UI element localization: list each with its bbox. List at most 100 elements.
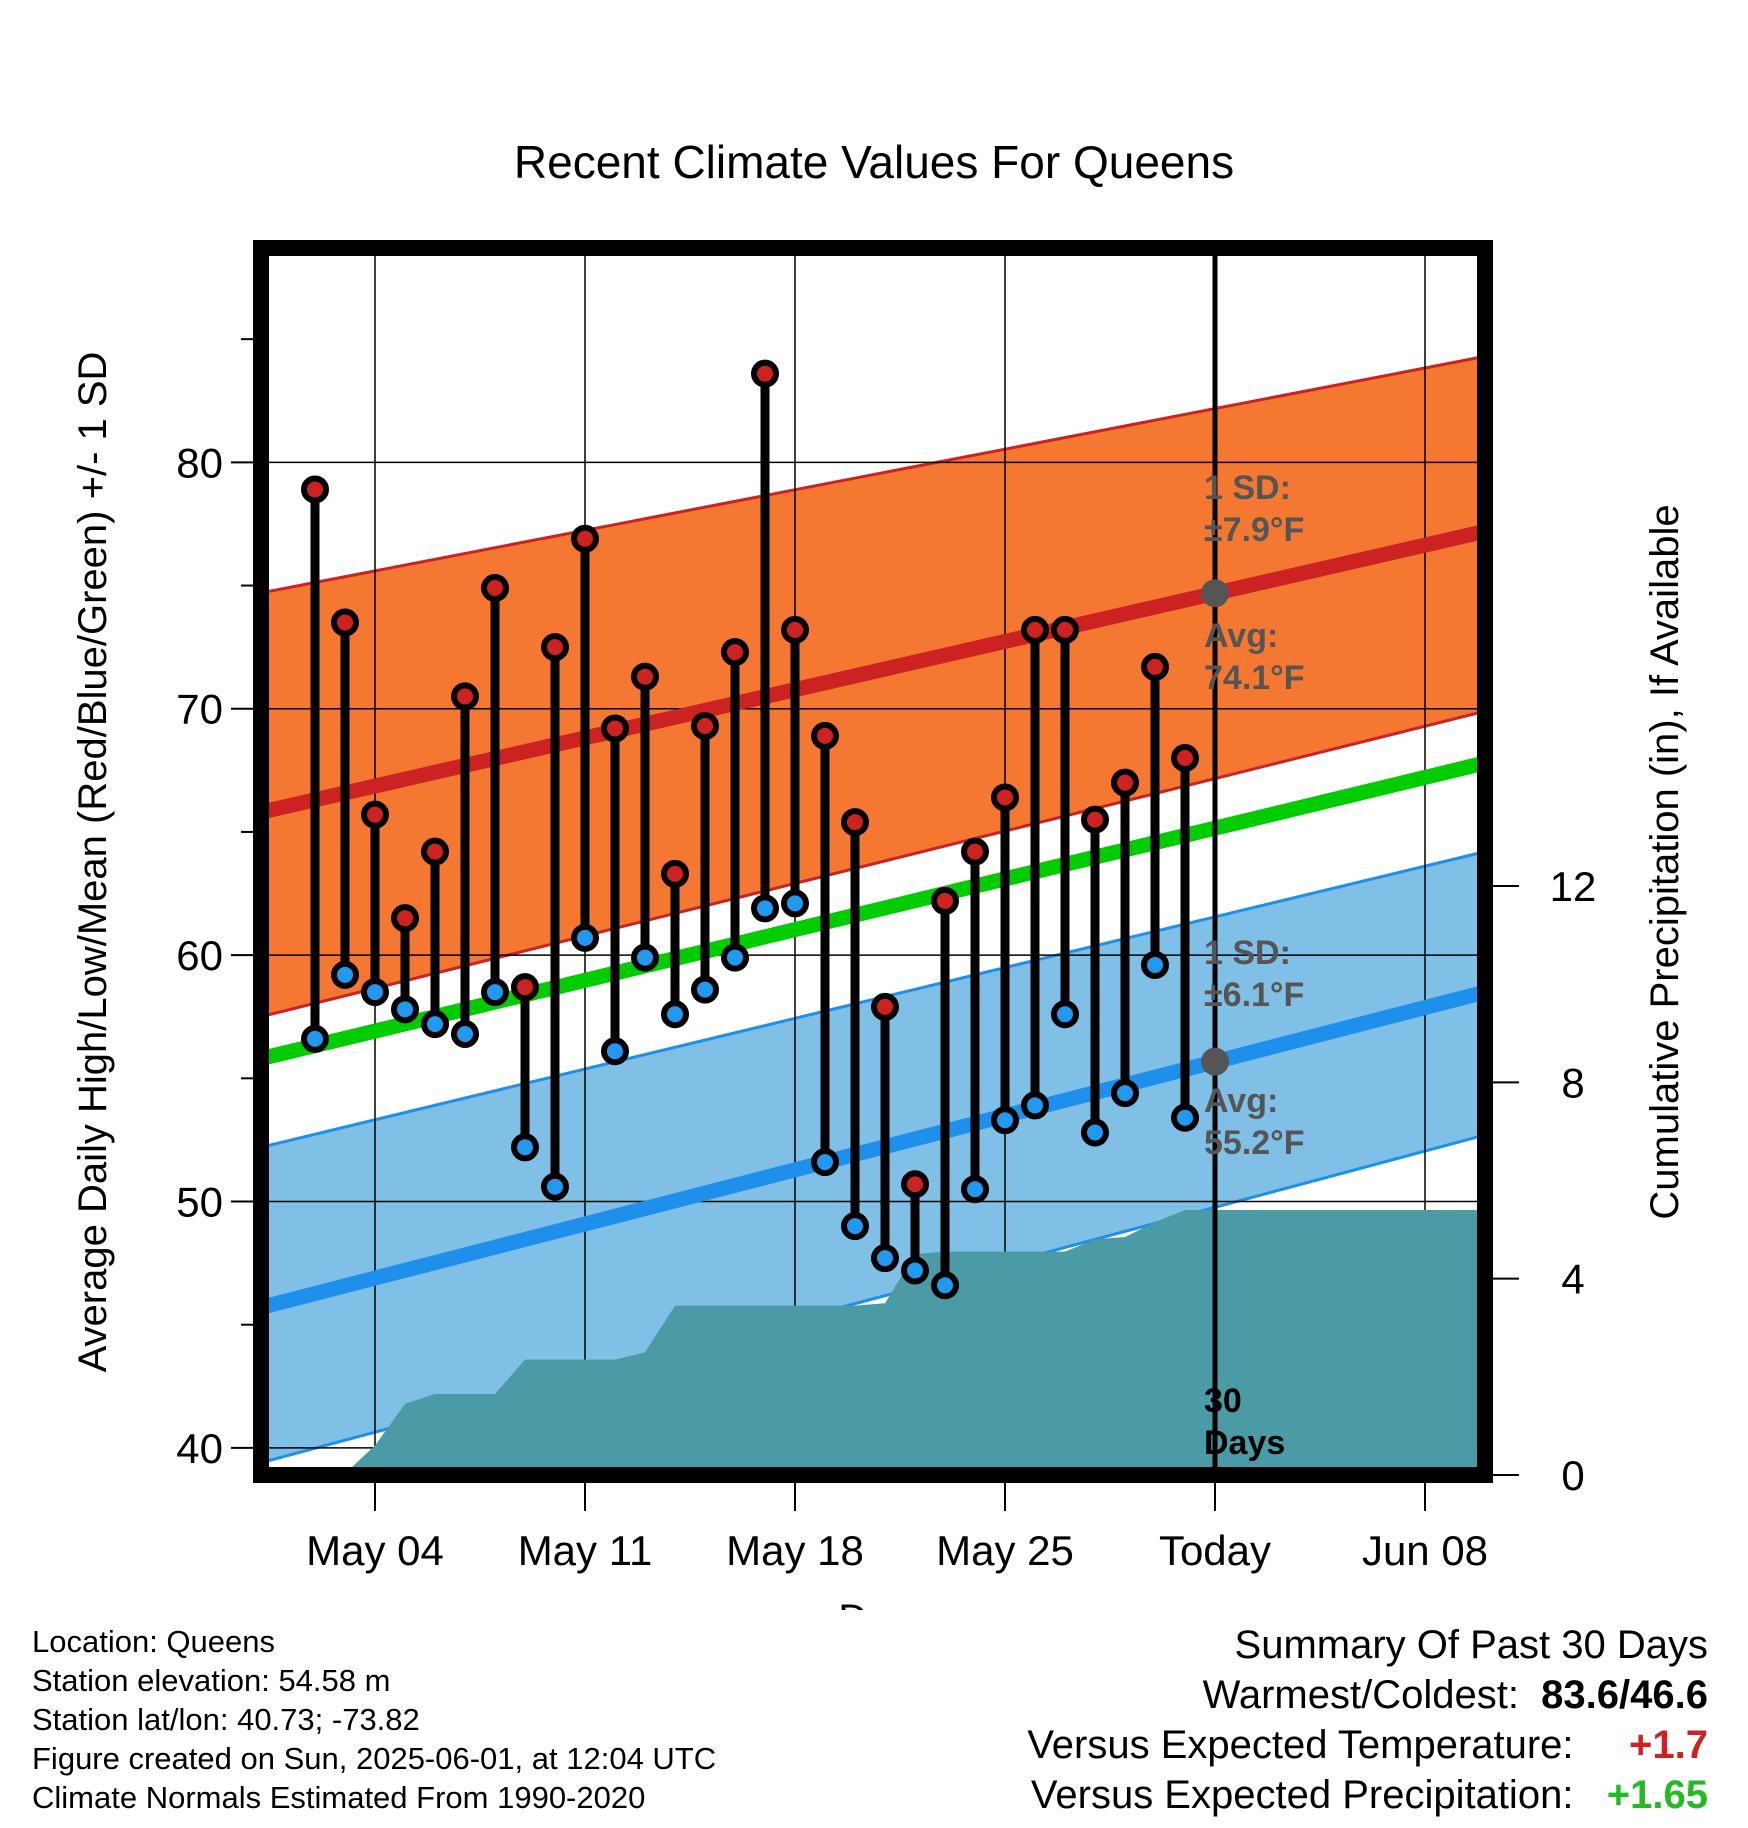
daily-high-point: [601, 714, 629, 743]
warmest-label: Warmest/Coldest:: [1202, 1673, 1519, 1717]
daily-low-point: [721, 943, 749, 972]
daily-high-point: [841, 808, 869, 837]
daily-low-point: [511, 1133, 539, 1162]
precipitation-area: [345, 1209, 1485, 1475]
daily-low-point: [301, 1024, 329, 1053]
summary-warmest-row: Warmest/Coldest: 83.6/46.6: [1027, 1670, 1708, 1720]
summary-panel: Summary Of Past 30 Days Warmest/Coldest:…: [1027, 1620, 1708, 1820]
normal-low-line: [261, 984, 1485, 1315]
x-tick-label: Jun 08: [1362, 1527, 1488, 1574]
daily-high-point: [1081, 805, 1109, 834]
x-tick-label: Today: [1159, 1527, 1271, 1574]
days-word: Days: [1204, 1424, 1285, 1462]
daily-high-point: [961, 837, 989, 866]
daily-low-point: [1171, 1103, 1199, 1132]
latlon-text: Station lat/lon: 40.73; -73.82: [32, 1702, 420, 1737]
annotations: 1 SD: ±7.9°F Avg: 74.1°F 1 SD: ±6.1°F Av…: [1204, 469, 1305, 1462]
x-tick-label: May 11: [518, 1527, 653, 1574]
daily-high-point: [541, 633, 569, 662]
daily-low-point: [421, 1010, 449, 1039]
daily-high-point: [361, 800, 389, 829]
chart-title: Recent Climate Values For Queens: [514, 136, 1234, 188]
low-sd-label: 1 SD:: [1204, 934, 1291, 972]
today-high-average-dot: [1201, 579, 1229, 608]
daily-dots: [301, 359, 1199, 1300]
daily-low-point: [1111, 1079, 1139, 1108]
daily-low-point: [481, 978, 509, 1007]
y-left-tick-label: 60: [176, 932, 223, 979]
daily-high-point: [1021, 615, 1049, 644]
daily-low-point: [601, 1037, 629, 1066]
daily-low-point: [361, 978, 389, 1007]
daily-low-point: [631, 943, 659, 972]
climate-chart: Recent Climate Values For Queens 1 SD: ±…: [71, 136, 1687, 1610]
location-text: Location: Queens: [32, 1624, 276, 1659]
plot-frame: [253, 240, 1493, 1483]
daily-low-point: [451, 1019, 479, 1048]
precip-label: Versus Expected Precipitation:: [1030, 1773, 1574, 1817]
daily-high-point: [481, 574, 509, 603]
high-sd-value: ±7.9°F: [1204, 511, 1304, 549]
temp-label: Versus Expected Temperature:: [1027, 1723, 1574, 1767]
daily-range-bars: [310, 373, 1190, 1286]
precip-area: [345, 1209, 1485, 1475]
y-right-tick-label: 12: [1550, 863, 1597, 910]
daily-low-point: [841, 1212, 869, 1241]
low-sd-value: ±6.1°F: [1204, 976, 1304, 1014]
daily-low-point: [571, 923, 599, 952]
daily-high-point: [331, 608, 359, 637]
daily-low-point: [1081, 1118, 1109, 1147]
y-axis-left: 40 50 60 70 80: [176, 338, 253, 1472]
daily-high-point: [661, 859, 689, 888]
daily-high-point: [1141, 652, 1169, 681]
y-left-tick-label: 70: [176, 686, 223, 733]
x-tick-label: May 25: [936, 1527, 1074, 1574]
y-left-tick-label: 80: [176, 439, 223, 486]
y-right-tick-label: 4: [1561, 1256, 1584, 1303]
elevation-text: Station elevation: 54.58 m: [32, 1663, 391, 1698]
high-avg-label: Avg:: [1204, 617, 1278, 655]
daily-high-point: [931, 886, 959, 915]
normal-high-band-upper-edge: [261, 354, 1485, 595]
y-axis-right: 0 4 8 12: [1493, 863, 1596, 1499]
daily-high-point: [451, 682, 479, 711]
daily-low-point: [961, 1175, 989, 1204]
daily-low-point: [901, 1256, 929, 1285]
y-left-tick-label: 40: [176, 1425, 223, 1472]
daily-high-point: [721, 638, 749, 667]
daily-low-point: [781, 889, 809, 918]
normal-high-band: [261, 356, 1485, 1017]
summary-temp-row: Versus Expected Temperature: +1.7: [1027, 1720, 1708, 1770]
daily-high-point: [511, 973, 539, 1002]
high-sd-label: 1 SD:: [1204, 469, 1291, 507]
daily-high-point: [1111, 768, 1139, 797]
x-tick-label: May 04: [306, 1527, 444, 1574]
daily-high-point: [691, 711, 719, 740]
high-avg-value: 74.1°F: [1204, 659, 1305, 697]
x-tick-label: May 18: [726, 1527, 864, 1574]
daily-low-point: [691, 975, 719, 1004]
daily-low-point: [391, 995, 419, 1024]
daily-low-point: [811, 1148, 839, 1177]
summary-precip-row: Versus Expected Precipitation: +1.65: [1027, 1770, 1708, 1820]
low-avg-value: 55.2°F: [1204, 1124, 1305, 1162]
station-info: Location: Queens Station elevation: 54.5…: [32, 1622, 716, 1817]
daily-high-point: [631, 662, 659, 691]
temp-value: +1.7: [1629, 1723, 1708, 1767]
daily-high-point: [1051, 615, 1079, 644]
daily-low-point: [661, 1000, 689, 1029]
daily-low-point: [1141, 950, 1169, 979]
low-avg-label: Avg:: [1204, 1082, 1278, 1120]
normal-low-band-upper-edge: [261, 850, 1485, 1149]
daily-high-point: [811, 721, 839, 750]
daily-high-point: [901, 1170, 929, 1199]
normals-text: Climate Normals Estimated From 1990-2020: [32, 1780, 646, 1815]
daily-low-point: [1021, 1091, 1049, 1120]
daily-high-point: [421, 837, 449, 866]
precip-value: +1.65: [1606, 1773, 1708, 1817]
daily-low-point: [931, 1271, 959, 1300]
y-axis-right-label: Cumulative Precipitation (in), If Availa…: [1643, 504, 1687, 1219]
created-text: Figure created on Sun, 2025-06-01, at 12…: [32, 1741, 717, 1776]
daily-high-point: [391, 904, 419, 933]
daily-low-point: [541, 1172, 569, 1201]
